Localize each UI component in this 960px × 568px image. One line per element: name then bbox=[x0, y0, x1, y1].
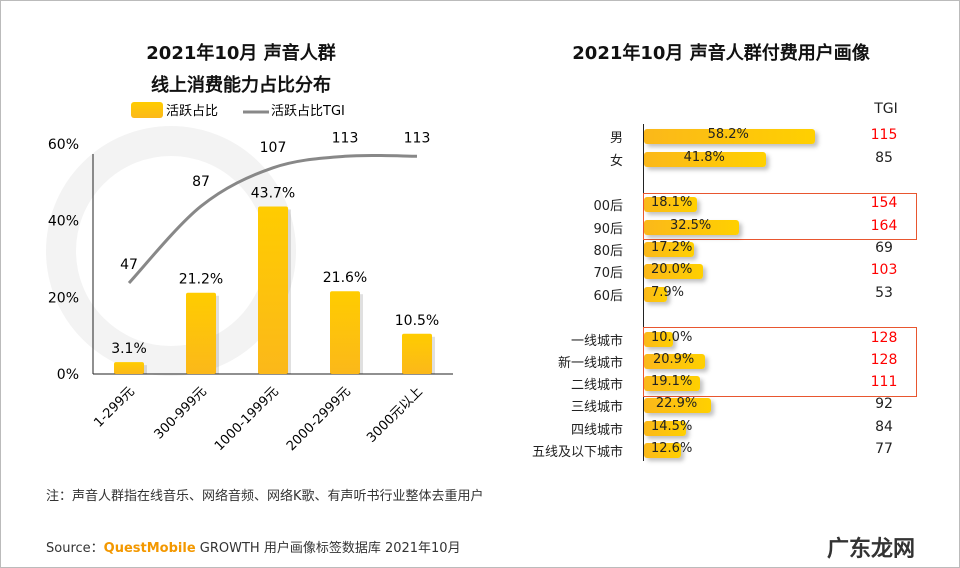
legend-label-bar: 活跃占比 bbox=[166, 104, 218, 119]
x-tick-label: 2000-2999元 bbox=[284, 384, 354, 454]
y-tick-label: 20% bbox=[48, 290, 79, 306]
left-chart: 活跃占比 活跃占比TGI 0% 20% 40% 60% 3.1% 1-299元 21.2% 300… bbox=[48, 102, 453, 454]
bar bbox=[644, 264, 703, 279]
bar bbox=[644, 376, 700, 391]
bar bbox=[644, 129, 815, 144]
tgi-value: 85 bbox=[875, 150, 893, 166]
bar-data-label: 20.0% bbox=[651, 262, 693, 277]
bar-data-label: 10.5% bbox=[395, 313, 439, 329]
tgi-header: TGI bbox=[874, 101, 898, 117]
bar-data-label: 12.6% bbox=[651, 441, 693, 456]
source-line: Source：QuestMobile GROWTH 用户画像标签数据库 2021… bbox=[46, 537, 461, 556]
row-label: 四线城市 bbox=[570, 423, 623, 438]
bar bbox=[644, 354, 706, 369]
x-tick-label: 1-299元 bbox=[91, 384, 138, 431]
row-label: 00后 bbox=[593, 199, 623, 214]
tgi-value: 128 bbox=[870, 330, 898, 346]
bar bbox=[644, 242, 695, 257]
bar-data-label: 3.1% bbox=[111, 341, 147, 357]
legend-label-line: 活跃占比TGI bbox=[271, 104, 345, 119]
tgi-value: 164 bbox=[870, 218, 898, 234]
legend-swatch-bar bbox=[131, 102, 163, 118]
row-label: 90后 bbox=[593, 222, 623, 237]
bar-data-label: 21.6% bbox=[323, 270, 367, 286]
row-label: 70后 bbox=[593, 266, 623, 281]
footnote: 注：声音人群指在线音乐、网络音频、网络K歌、有声听书行业整体去重用户 bbox=[46, 489, 484, 504]
x-tick-label: 1000-1999元 bbox=[212, 384, 282, 454]
bar-data-label: 43.7% bbox=[251, 185, 295, 201]
bar bbox=[330, 291, 360, 374]
tgi-data-label: 47 bbox=[120, 257, 138, 273]
row-label: 一线城市 bbox=[570, 334, 623, 349]
row-label: 男 bbox=[609, 131, 623, 146]
row-label: 60后 bbox=[593, 289, 623, 304]
bar bbox=[644, 197, 698, 212]
bar-data-label: 18.1% bbox=[651, 195, 693, 210]
tgi-value: 103 bbox=[870, 262, 898, 278]
bar bbox=[644, 421, 687, 436]
row-label: 三线城市 bbox=[570, 400, 623, 415]
bar-data-label: 58.2% bbox=[707, 127, 749, 142]
bar-data-label: 32.5% bbox=[669, 218, 712, 233]
source-prefix: Source： bbox=[46, 541, 104, 556]
tgi-value: 128 bbox=[870, 352, 898, 368]
tgi-value: 111 bbox=[870, 374, 898, 390]
highlight-box-age bbox=[643, 193, 917, 240]
tgi-value: 154 bbox=[870, 195, 898, 211]
y-tick-label: 0% bbox=[57, 367, 79, 383]
bar bbox=[644, 332, 674, 347]
tgi-line bbox=[127, 153, 418, 285]
bar-data-label: 17.2% bbox=[651, 240, 693, 255]
right-chart-title: 2021年10月 声音人群付费用户画像 bbox=[572, 43, 870, 64]
tgi-value: 77 bbox=[875, 441, 893, 457]
tgi-data-label: 113 bbox=[404, 130, 431, 146]
row-label: 二线城市 bbox=[570, 378, 623, 393]
bar bbox=[644, 443, 681, 458]
row-label: 80后 bbox=[593, 244, 623, 259]
bar bbox=[258, 206, 288, 374]
highlight-box-city bbox=[643, 327, 917, 397]
bar-data-label: 14.5% bbox=[651, 419, 693, 434]
tgi-value: 53 bbox=[875, 285, 893, 301]
bar-data-label: 21.2% bbox=[179, 272, 223, 288]
tgi-value: 69 bbox=[875, 240, 893, 256]
x-tick-label: 300-999元 bbox=[152, 384, 210, 442]
tgi-value: 84 bbox=[875, 419, 893, 435]
row-label: 女 bbox=[609, 154, 623, 169]
corner-logo: 广东龙网 bbox=[827, 537, 916, 562]
row-label: 五线及以下城市 bbox=[531, 445, 623, 460]
bar bbox=[644, 398, 712, 413]
bar-data-label: 10.0% bbox=[651, 330, 693, 345]
bar-data-label: 20.9% bbox=[652, 352, 695, 367]
bar bbox=[402, 333, 432, 374]
bar bbox=[644, 220, 740, 235]
bar bbox=[644, 152, 767, 167]
bar-data-label: 22.9% bbox=[655, 396, 698, 411]
y-tick-label: 60% bbox=[48, 137, 79, 153]
tgi-data-label: 107 bbox=[260, 140, 287, 156]
tgi-value: 115 bbox=[870, 127, 898, 143]
x-tick-label: 3000元以上 bbox=[364, 384, 426, 446]
tgi-data-label: 87 bbox=[192, 174, 210, 190]
tgi-data-label: 113 bbox=[332, 130, 359, 146]
tgi-value: 92 bbox=[875, 396, 893, 412]
left-chart-subtitle: 线上消费能力占比分布 bbox=[151, 75, 331, 96]
y-tick-label: 40% bbox=[48, 214, 79, 230]
bar bbox=[186, 292, 216, 374]
source-rest: GROWTH 用户画像标签数据库 2021年10月 bbox=[195, 541, 461, 556]
y-axis bbox=[643, 124, 644, 461]
row-label: 新一线城市 bbox=[557, 356, 623, 371]
bar-data-label: 41.8% bbox=[683, 150, 725, 165]
bar-data-label: 19.1% bbox=[651, 374, 693, 389]
bar bbox=[644, 287, 668, 302]
source-brand: QuestMobile bbox=[103, 541, 196, 556]
left-chart-title: 2021年10月 声音人群 bbox=[146, 43, 336, 64]
bar bbox=[114, 362, 144, 374]
bar-data-label: 7.9% bbox=[651, 285, 685, 300]
